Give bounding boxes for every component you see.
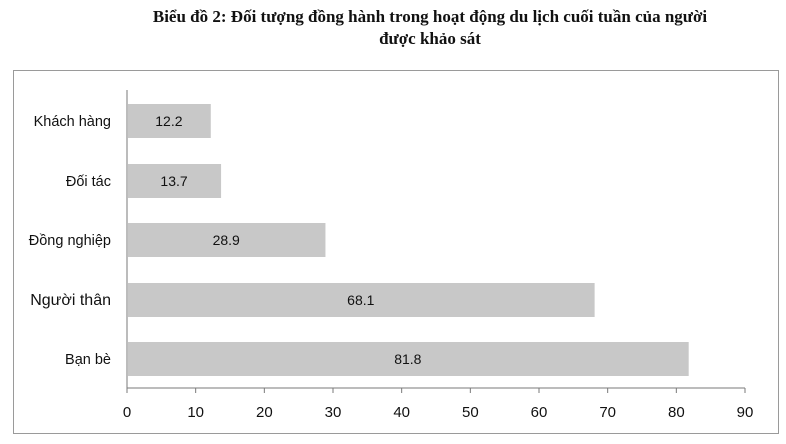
x-tick-label: 90 (737, 404, 754, 421)
x-tick-label: 30 (325, 404, 342, 421)
chart-title: Biểu đồ 2: Đối tượng đồng hành trong hoạ… (60, 6, 786, 50)
category-label: Người thân (30, 292, 111, 309)
x-tick-label: 40 (393, 404, 410, 421)
x-tick-label: 0 (123, 404, 131, 421)
chart-title-line-1: Biểu đồ 2: Đối tượng đồng hành trong hoạ… (152, 7, 708, 26)
bar-3 (128, 283, 595, 317)
bar-value-label: 28.9 (213, 232, 240, 248)
bar-2 (128, 223, 326, 257)
x-tick-label: 60 (531, 404, 548, 421)
category-label: Khách hàng (34, 114, 111, 130)
bar-1 (128, 164, 222, 198)
x-tick-label: 10 (187, 404, 204, 421)
bar-value-label: 81.8 (394, 351, 421, 367)
bar-value-label: 68.1 (347, 292, 374, 308)
x-tick-label: 70 (599, 404, 616, 421)
bar-value-label: 13.7 (160, 173, 187, 189)
x-tick-label: 50 (462, 404, 479, 421)
category-label: Đồng nghiệp (29, 233, 111, 249)
x-tick-label: 80 (668, 404, 685, 421)
category-label: Bạn bè (65, 352, 111, 368)
bar-4 (128, 342, 689, 376)
bar-value-label: 12.2 (155, 113, 182, 129)
chart-title-line-2: được khảo sát (379, 29, 481, 48)
category-label: Đối tác (66, 174, 111, 190)
bar-0 (128, 104, 211, 138)
chart-frame (13, 70, 779, 434)
x-tick-label: 20 (256, 404, 273, 421)
